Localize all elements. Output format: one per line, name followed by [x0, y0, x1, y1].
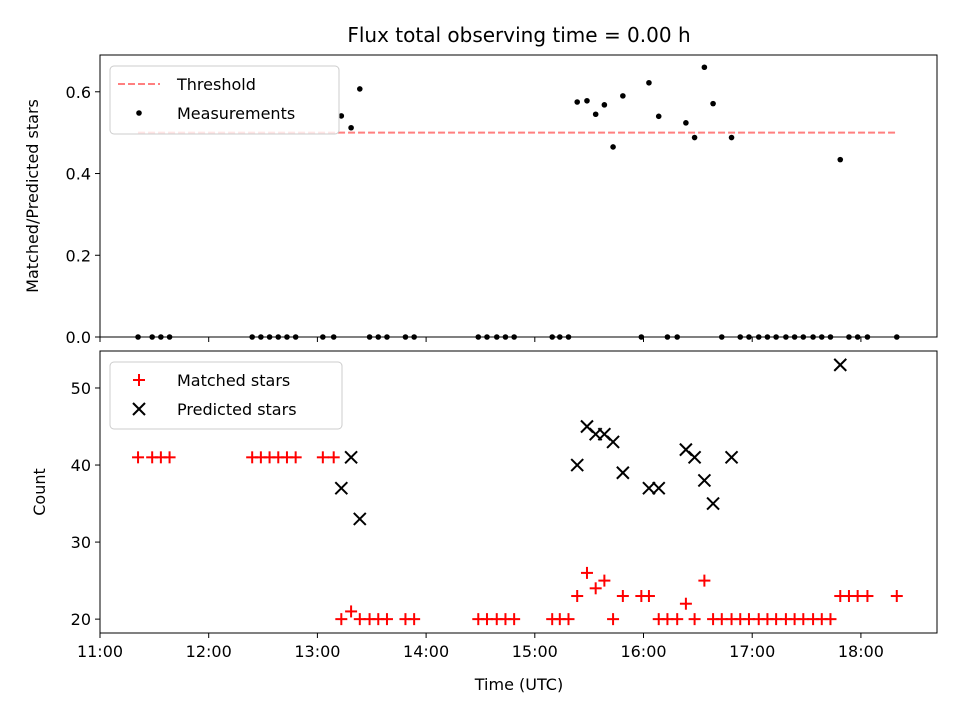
- measurements-point: [692, 135, 698, 141]
- matched-stars-point: [563, 613, 575, 625]
- y-tick-label: 0.2: [66, 246, 91, 265]
- x-tick-label: 13:00: [294, 642, 340, 661]
- x-axis-label: Time (UTC): [474, 675, 563, 694]
- matched-stars-point: [508, 613, 520, 625]
- predicted-stars-point: [335, 482, 347, 494]
- matched-stars-point: [132, 451, 144, 463]
- y-tick-label: 30: [71, 533, 91, 552]
- matched-stars-point: [164, 451, 176, 463]
- measurements-point: [837, 157, 843, 163]
- y-tick-label: 0.6: [66, 83, 91, 102]
- matched-stars-point: [381, 613, 393, 625]
- matched-stars-series: [132, 451, 903, 625]
- matched-stars-point: [317, 451, 329, 463]
- legend-label: Measurements: [177, 104, 295, 123]
- measurements-point: [646, 80, 652, 86]
- y-tick-label: 0.4: [66, 165, 91, 184]
- matched-stars-point: [671, 613, 683, 625]
- ratio-legend: Threshold Measurements: [110, 66, 339, 134]
- predicted-stars-point: [617, 467, 629, 479]
- predicted-stars-series: [335, 359, 846, 525]
- matched-stars-point: [607, 613, 619, 625]
- count-y-axis-label: Count: [30, 468, 49, 516]
- matched-stars-point: [571, 590, 583, 602]
- matched-stars-point: [643, 590, 655, 602]
- measurements-point: [574, 99, 580, 105]
- count-panel: 11:00 12:00 13:00 14:00 15:00 16:00 17:00 18:00…: [30, 351, 937, 661]
- matched-stars-point: [617, 590, 629, 602]
- y-tick-label: 0.0: [66, 328, 91, 347]
- legend-dot-swatch: [136, 110, 142, 116]
- matched-stars-point: [891, 590, 903, 602]
- matched-stars-point: [861, 590, 873, 602]
- measurements-point: [610, 144, 616, 150]
- matched-stars-point: [698, 575, 710, 587]
- predicted-stars-point: [607, 436, 619, 448]
- x-tick-label: 18:00: [838, 642, 884, 661]
- matched-stars-point: [328, 451, 340, 463]
- ratio-y-axis-label: Matched/Predicted stars: [23, 99, 42, 293]
- predicted-stars-point: [571, 459, 583, 471]
- matched-stars-point: [335, 613, 347, 625]
- measurements-point: [656, 114, 662, 120]
- matched-stars-point: [824, 613, 836, 625]
- measurements-point: [702, 64, 708, 70]
- matched-stars-point: [408, 613, 420, 625]
- measurements-point: [584, 98, 590, 104]
- measurements-point: [593, 111, 599, 117]
- measurements-point: [683, 120, 689, 126]
- measurements-point: [710, 101, 716, 107]
- matched-stars-point: [689, 613, 701, 625]
- x-tick-label: 12:00: [186, 642, 232, 661]
- predicted-stars-point: [354, 513, 366, 525]
- measurements-point: [620, 93, 626, 99]
- x-tick-label: 15:00: [512, 642, 558, 661]
- x-tick-label: 11:00: [77, 642, 123, 661]
- legend-label: Threshold: [176, 75, 256, 94]
- predicted-stars-point: [345, 451, 357, 463]
- matched-stars-point: [680, 598, 692, 610]
- x-tick-label: 17:00: [729, 642, 775, 661]
- legend-label: Predicted stars: [177, 400, 297, 419]
- predicted-stars-point: [689, 451, 701, 463]
- predicted-stars-point: [698, 474, 710, 486]
- ratio-panel: 0.0 0.2 0.4 0.6 Matched/Predicted stars Thr…: [23, 55, 937, 347]
- measurements-point: [602, 102, 608, 108]
- matched-stars-point: [345, 605, 357, 617]
- predicted-stars-point: [726, 451, 738, 463]
- flux-chart: Flux total observing time = 0.00 h Time …: [0, 0, 960, 720]
- y-tick-label: 40: [71, 456, 91, 475]
- matched-stars-point: [290, 451, 302, 463]
- predicted-stars-point: [834, 359, 846, 371]
- count-legend: Matched stars Predicted stars: [110, 362, 342, 429]
- predicted-stars-point: [653, 482, 665, 494]
- matched-stars-point: [590, 582, 602, 594]
- chart-title: Flux total observing time = 0.00 h: [347, 23, 690, 47]
- measurements-point: [729, 135, 735, 141]
- y-tick-label: 20: [71, 610, 91, 629]
- predicted-stars-point: [707, 498, 719, 510]
- x-tick-label: 16:00: [620, 642, 666, 661]
- measurements-point: [348, 125, 354, 131]
- x-tick-label: 14:00: [403, 642, 449, 661]
- matched-stars-point: [598, 575, 610, 587]
- legend-label: Matched stars: [177, 371, 290, 390]
- measurements-point: [357, 86, 363, 92]
- y-tick-label: 50: [71, 379, 91, 398]
- matched-stars-point: [581, 567, 593, 579]
